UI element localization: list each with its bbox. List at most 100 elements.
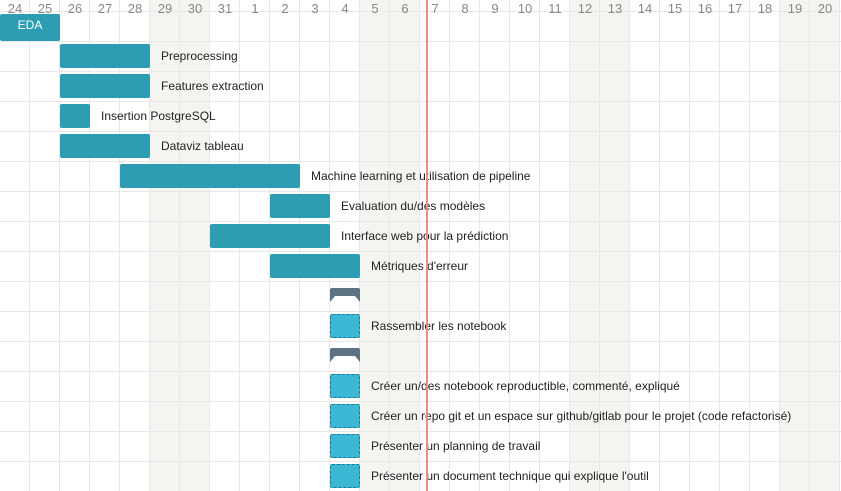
grid-row-line (0, 71, 841, 72)
grid-column-line (479, 0, 480, 491)
task-bar[interactable] (270, 194, 330, 218)
grid-column-line (119, 0, 120, 491)
task-label: Présenter un planning de travail (371, 439, 541, 453)
task-label: Preprocessing (161, 49, 238, 63)
task-bar[interactable] (120, 164, 300, 188)
day-header: 19 (787, 1, 803, 16)
grid-column-line (89, 0, 90, 491)
grid-column-line (779, 0, 780, 491)
grid-column-line (719, 0, 720, 491)
task-bar[interactable] (60, 134, 150, 158)
day-header: 5 (371, 1, 379, 16)
task-label: Présenter un document technique qui expl… (371, 469, 649, 483)
subtask-bar[interactable] (330, 404, 360, 428)
grid-column-line (599, 0, 600, 491)
weekend-column (390, 0, 420, 491)
group-summary-icon[interactable] (330, 348, 360, 362)
grid-column-line (449, 0, 450, 491)
day-header: 31 (217, 1, 233, 16)
weekend-column (570, 0, 600, 491)
day-header: 27 (97, 1, 113, 16)
day-header: 28 (127, 1, 143, 16)
grid-column-line (839, 0, 840, 491)
grid-column-line (209, 0, 210, 491)
grid-row-line (0, 281, 841, 282)
day-header: 3 (311, 1, 319, 16)
day-header: 9 (491, 1, 499, 16)
day-header: 30 (187, 1, 203, 16)
day-header: 1 (251, 1, 259, 16)
grid-column-line (359, 0, 360, 491)
task-label: Créer un repo git et un espace sur githu… (371, 409, 792, 423)
day-header: 4 (341, 1, 349, 16)
grid-column-line (59, 0, 60, 491)
grid-column-line (179, 0, 180, 491)
grid-column-line (659, 0, 660, 491)
day-header: 16 (697, 1, 713, 16)
grid-row-line (0, 131, 841, 132)
grid-row-line (0, 461, 841, 462)
grid-row-line (0, 401, 841, 402)
day-header: 24 (7, 1, 23, 16)
task-label: Métriques d'erreur (371, 259, 468, 273)
day-header: 26 (67, 1, 83, 16)
task-bar[interactable]: EDA (0, 14, 60, 41)
grid-column-line (809, 0, 810, 491)
grid-row-line (0, 431, 841, 432)
day-header: 29 (157, 1, 173, 16)
subtask-bar[interactable] (330, 464, 360, 488)
grid-column-line (569, 0, 570, 491)
grid-row-line (0, 341, 841, 342)
grid-row-line (0, 41, 841, 42)
day-header: 25 (37, 1, 53, 16)
grid-column-line (509, 0, 510, 491)
task-label: Evaluation du/des modèles (341, 199, 486, 213)
today-marker (426, 0, 428, 491)
weekend-column (360, 0, 390, 491)
task-label: Insertion PostgreSQL (101, 109, 216, 123)
task-bar[interactable] (60, 74, 150, 98)
weekend-column (810, 0, 840, 491)
task-label: Machine learning et utilisation de pipel… (311, 169, 531, 183)
grid-row-line (0, 161, 841, 162)
subtask-bar[interactable] (330, 314, 360, 338)
day-header: 14 (637, 1, 653, 16)
grid-column-line (539, 0, 540, 491)
weekend-column (780, 0, 810, 491)
task-bar[interactable] (60, 104, 90, 128)
task-label: Interface web pour la prédiction (341, 229, 509, 243)
task-bar[interactable] (210, 224, 330, 248)
grid-column-line (689, 0, 690, 491)
group-summary-icon[interactable] (330, 288, 360, 302)
subtask-bar[interactable] (330, 434, 360, 458)
day-header: 8 (461, 1, 469, 16)
day-header: 11 (548, 1, 562, 16)
grid-row-line (0, 311, 841, 312)
grid-column-line (29, 0, 30, 491)
grid-row-line (0, 371, 841, 372)
subtask-bar[interactable] (330, 374, 360, 398)
grid-column-line (389, 0, 390, 491)
day-header: 15 (667, 1, 683, 16)
grid-column-line (749, 0, 750, 491)
task-bar[interactable] (270, 254, 360, 278)
weekend-column (600, 0, 630, 491)
day-header: 17 (727, 1, 743, 16)
task-label: EDA (17, 18, 43, 32)
grid-row-line (0, 191, 841, 192)
day-header: 12 (577, 1, 593, 16)
grid-column-line (629, 0, 630, 491)
task-label: Dataviz tableau (161, 139, 244, 153)
weekend-column (150, 0, 180, 491)
task-label: Rassembler les notebook (371, 319, 507, 333)
grid-column-line (149, 0, 150, 491)
task-bar[interactable] (60, 44, 150, 68)
day-header: 20 (817, 1, 833, 16)
grid-row-line (0, 251, 841, 252)
grid-row-line (0, 11, 841, 12)
weekend-column (180, 0, 210, 491)
task-label: Features extraction (161, 79, 264, 93)
day-header: 2 (281, 1, 289, 16)
day-header: 7 (431, 1, 439, 16)
